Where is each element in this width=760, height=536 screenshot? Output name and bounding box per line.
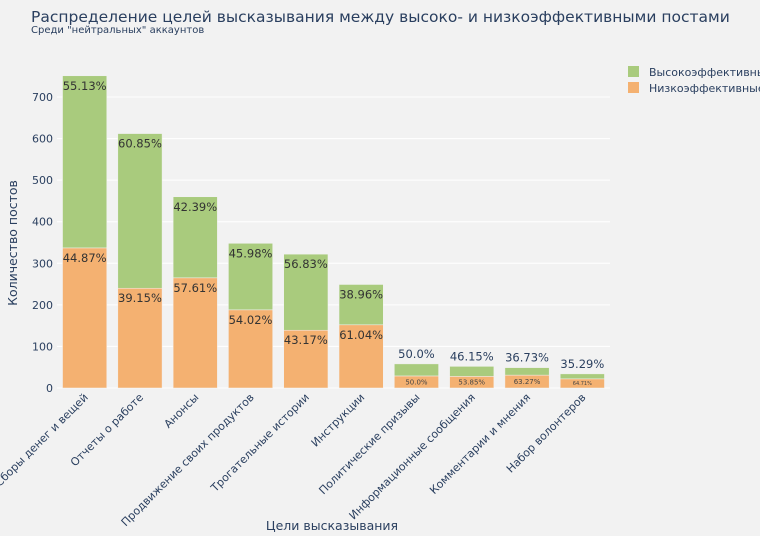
legend[interactable]: Высокоэффективные Низкоэффективные (628, 66, 760, 95)
bar-low-label: 64.71% (573, 381, 592, 387)
bar-low-label: 39.15% (118, 291, 162, 305)
bar-high[interactable] (338, 284, 384, 326)
legend-swatch (628, 82, 639, 93)
bar-high-label: 45.98% (229, 246, 273, 260)
bar-low-label: 61.04% (339, 328, 383, 342)
x-tick-label: Политические призывы (316, 391, 422, 497)
bar-high-label: 42.39% (173, 200, 217, 214)
bar-low-label: 43.17% (284, 333, 328, 347)
bar-low-label: 63.27% (514, 378, 541, 386)
bar-high-label: 36.73% (505, 351, 549, 365)
y-tick-label: 700 (32, 91, 53, 104)
bar-low[interactable] (228, 309, 273, 389)
bar-high[interactable] (172, 196, 218, 279)
legend-swatch (628, 66, 639, 77)
x-tick-label: Инструкции (309, 391, 368, 450)
bar-low-label: 53.85% (458, 379, 485, 387)
legend-item[interactable]: Высокоэффективные (628, 66, 760, 79)
chart-title: Распределение целей высказывания между в… (31, 8, 730, 26)
bar-high[interactable] (504, 367, 550, 376)
bar-low-label: 54.02% (229, 313, 273, 327)
y-tick-label: 400 (32, 216, 53, 229)
x-tick-label: Анонсы (162, 391, 202, 431)
bar-high-label: 56.83% (284, 257, 328, 271)
x-tick-label: Комментарии и мнения (427, 391, 533, 497)
y-axis-label: Количество постов (5, 180, 20, 306)
y-tick-label: 100 (32, 340, 53, 353)
y-tick-label: 500 (32, 174, 53, 187)
bar-high-label: 35.29% (560, 357, 604, 371)
bar-low-label: 44.87% (63, 251, 107, 265)
bar-high[interactable] (283, 253, 329, 331)
bar-high[interactable] (62, 75, 108, 249)
legend-item[interactable]: Низкоэффективные (628, 82, 760, 95)
chart-subtitle: Среди "нейтральных" аккаунтов (31, 25, 204, 36)
x-tick-label: Сборы денег и вещей (0, 391, 91, 489)
bar-high-label: 60.85% (118, 137, 162, 151)
x-axis-label: Цели высказывания (266, 518, 398, 533)
bar-high-label: 50.0% (398, 347, 435, 361)
bar-high[interactable] (117, 133, 163, 289)
bar-high-label: 38.96% (339, 287, 383, 301)
x-tick-label: Трогательные истории (208, 391, 312, 495)
bar-low-label: 57.61% (173, 281, 217, 295)
bar-low[interactable] (338, 324, 384, 389)
y-tick-label: 300 (32, 257, 53, 270)
bar-low[interactable] (172, 277, 218, 389)
bar-high[interactable] (559, 373, 605, 380)
bar-low-label: 50.0% (405, 378, 428, 386)
legend-label: Низкоэффективные (649, 82, 760, 95)
bar-low[interactable] (117, 287, 163, 389)
y-tick-label: 0 (46, 382, 53, 395)
bar-low[interactable] (62, 247, 108, 389)
legend-label: Высокоэффективные (649, 66, 760, 79)
bar-high[interactable] (394, 363, 439, 377)
bar-high-label: 55.13% (63, 79, 107, 93)
bar-high-label: 46.15% (450, 349, 494, 363)
bar-high[interactable] (228, 243, 273, 311)
bar-high[interactable] (449, 366, 495, 377)
y-tick-label: 600 (32, 133, 53, 146)
y-tick-label: 200 (32, 299, 53, 312)
